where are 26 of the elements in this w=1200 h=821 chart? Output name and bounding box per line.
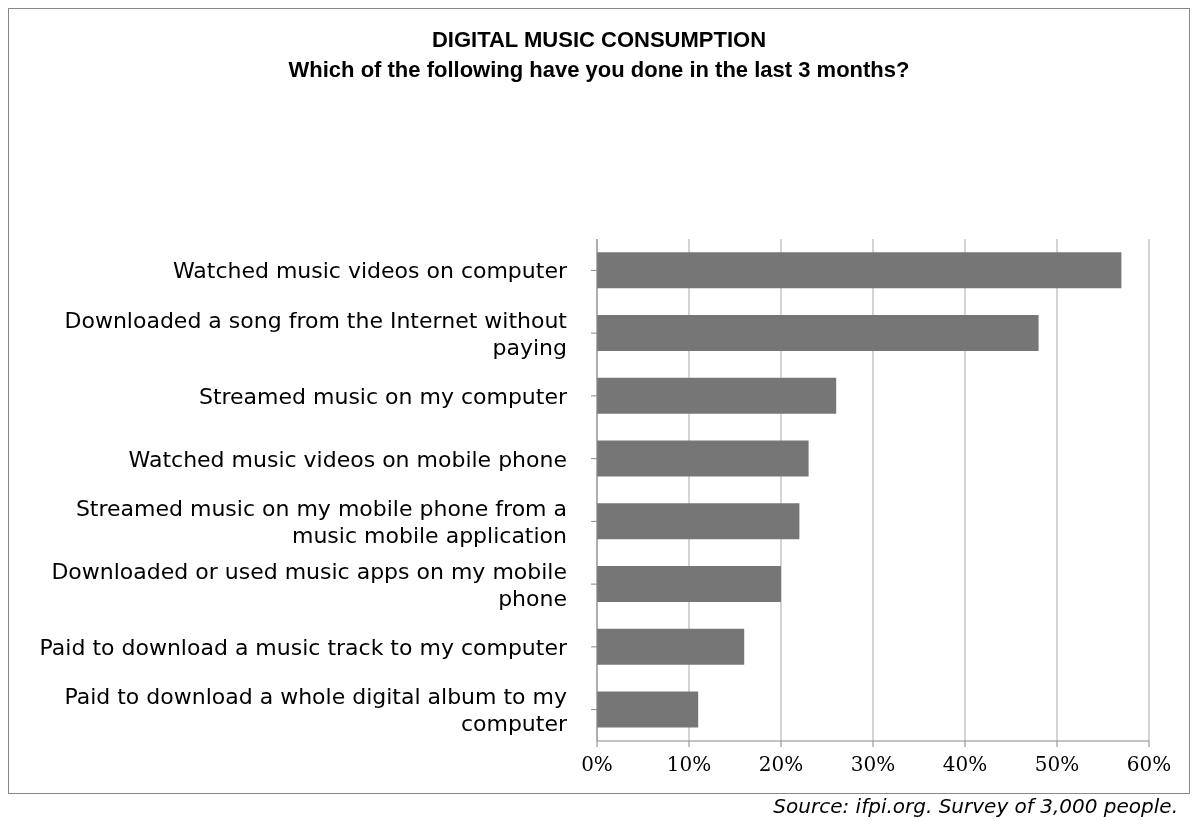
y-tick-label: Watched music videos on mobile phone bbox=[128, 446, 567, 472]
x-tick-label: 60% bbox=[1126, 752, 1172, 777]
x-tick-label: 50% bbox=[1034, 752, 1080, 777]
y-tick-label: Downloaded or used music apps on my mobile phone bbox=[51, 558, 567, 611]
x-tick-label: 10% bbox=[666, 752, 712, 777]
y-tick-label: Paid to download a whole digital album to my computer bbox=[64, 683, 568, 736]
bar bbox=[597, 314, 1039, 351]
bar bbox=[597, 252, 1122, 289]
bar bbox=[597, 377, 837, 414]
chart-subtitle: Which of the following have you done in the last 3 months? bbox=[287, 56, 911, 84]
y-tick-label: Streamed music on my mobile phone from a music mobile application bbox=[75, 495, 567, 548]
y-tick-label: Watched music videos on computer bbox=[172, 257, 568, 283]
bar bbox=[597, 503, 800, 540]
bar bbox=[597, 628, 745, 665]
y-tick-label: Paid to download a music track to my computer bbox=[39, 634, 568, 660]
x-tick-label: 20% bbox=[758, 752, 804, 777]
y-tick-label: Downloaded a song from the Internet without paying bbox=[64, 307, 568, 360]
chart-title: DIGITAL MUSIC CONSUMPTION bbox=[430, 26, 768, 54]
bar bbox=[597, 565, 781, 602]
source-note: Source: ifpi.org. Survey of 3,000 people. bbox=[772, 794, 1179, 818]
x-tick-label: 0% bbox=[581, 752, 613, 777]
x-tick-label: 40% bbox=[942, 752, 988, 777]
x-tick-label: 30% bbox=[850, 752, 896, 777]
bar bbox=[597, 691, 699, 728]
y-tick-label: Streamed music on my computer bbox=[198, 383, 568, 409]
bar bbox=[597, 440, 809, 477]
